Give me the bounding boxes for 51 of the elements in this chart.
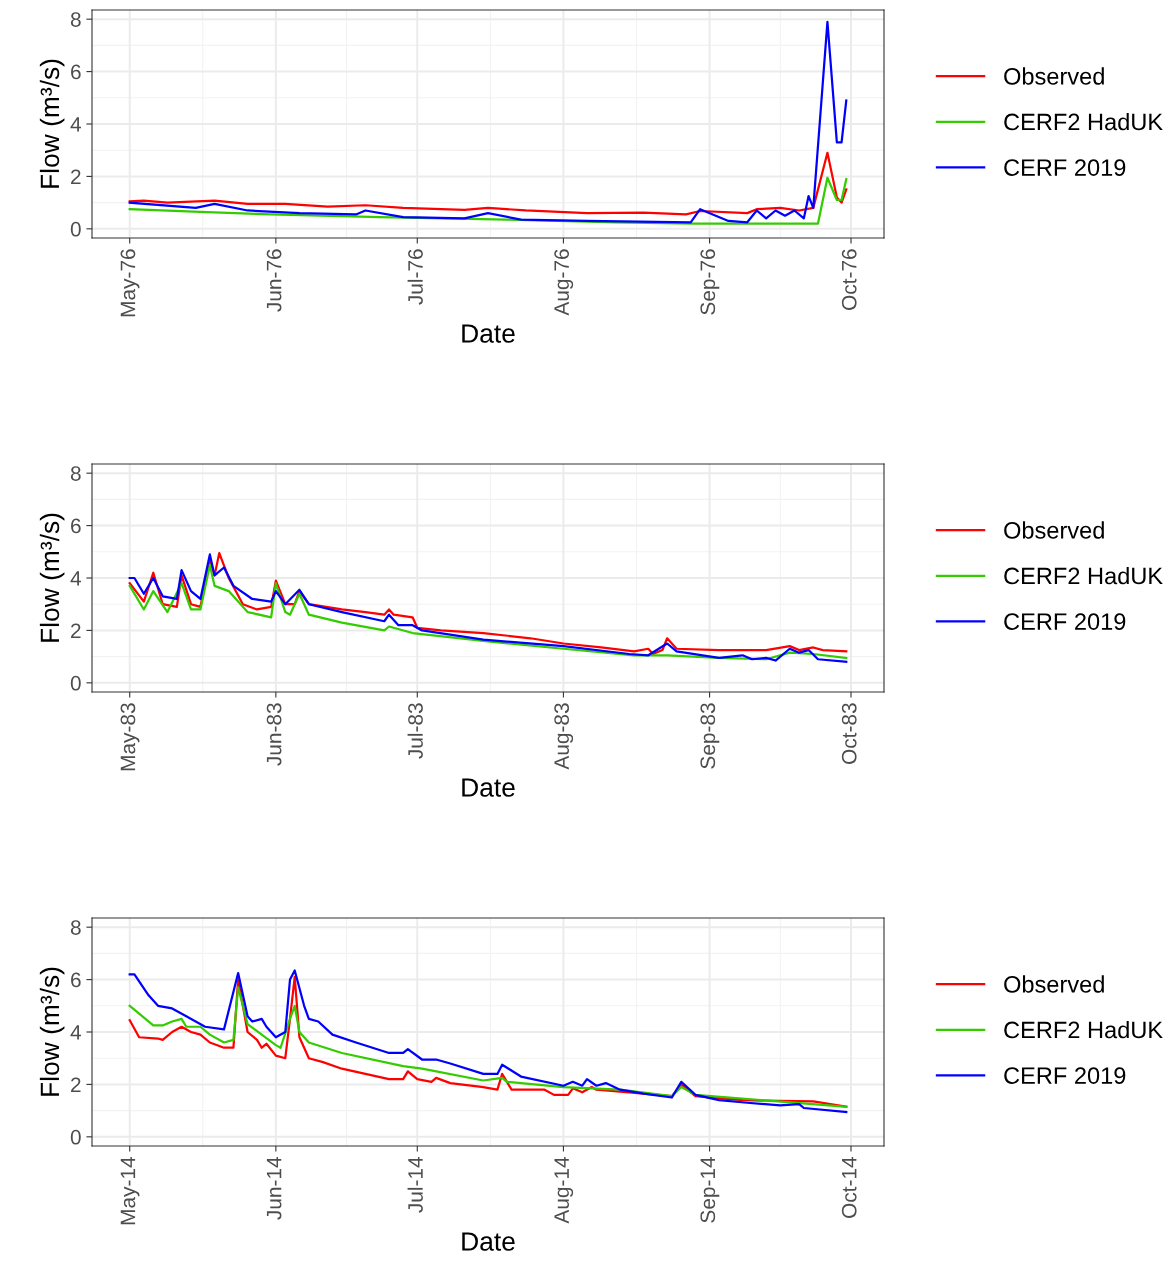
legend-label: CERF 2019 — [1004, 159, 1126, 176]
y-axis-title: Flow (m³/s) — [39, 967, 65, 1096]
y-tick-label: 8 — [70, 920, 81, 935]
y-tick-label: 6 — [71, 518, 81, 534]
x-tick-label: Jun-76 — [266, 249, 282, 312]
x-tick-label: Oct-83 — [841, 703, 857, 764]
y-tick-label: 4 — [70, 117, 81, 132]
y-axis-title: Flow (m³/s) — [39, 513, 65, 642]
legend-label: CERF 2019 — [1004, 1067, 1126, 1084]
x-tick-label: Oct-14 — [841, 1157, 857, 1218]
x-tick-label: Sep-83 — [700, 703, 720, 769]
x-tick-label: Jun-83 — [266, 703, 282, 766]
x-tick-label: Aug-83 — [554, 703, 574, 770]
x-tick-label: Jul-83 — [407, 703, 423, 759]
x-tick-label: Jul-14 — [407, 1157, 423, 1213]
legend-label: CERF2 HadUK — [1004, 113, 1163, 131]
line-series — [128, 176, 848, 225]
x-axis-title: Date — [462, 778, 515, 797]
x-tick-label: May-76 — [120, 249, 140, 317]
x-tick-label: Sep-14 — [700, 1157, 720, 1223]
legend-label: Observed — [1004, 67, 1104, 85]
y-tick-label: 6 — [71, 972, 81, 988]
line-series — [128, 20, 848, 224]
y-tick-label: 8 — [70, 12, 81, 27]
x-tick-label: Aug-76 — [554, 249, 574, 316]
y-tick-label: 2 — [71, 623, 81, 638]
y-tick-label: 0 — [70, 675, 81, 691]
x-tick-label: Oct-76 — [841, 249, 857, 310]
x-tick-label: Jun-14 — [266, 1157, 282, 1220]
x-tick-label: Jul-76 — [407, 249, 423, 305]
y-tick-label: 0 — [70, 221, 81, 237]
legend-label: Observed — [1004, 975, 1104, 993]
line-series — [128, 151, 848, 216]
x-tick-label: Aug-14 — [554, 1157, 574, 1224]
x-axis-title: Date — [462, 324, 515, 343]
y-tick-label: 4 — [70, 1025, 81, 1040]
y-tick-label: 6 — [71, 64, 81, 80]
y-tick-label: 2 — [71, 169, 81, 184]
legend-label: Observed — [1004, 521, 1104, 539]
y-tick-label: 8 — [70, 466, 81, 481]
legend-label: CERF2 HadUK — [1004, 1020, 1163, 1039]
y-tick-label: 0 — [70, 1129, 81, 1145]
x-axis-title: Date — [462, 1232, 515, 1251]
x-tick-label: May-83 — [120, 703, 140, 771]
y-axis-title: Flow (m³/s) — [39, 59, 65, 188]
y-tick-label: 2 — [71, 1077, 81, 1092]
x-tick-label: May-14 — [120, 1157, 140, 1225]
legend-label: CERF2 HadUK — [1004, 566, 1163, 585]
y-tick-label: 4 — [70, 571, 81, 586]
x-tick-label: Sep-76 — [700, 249, 720, 315]
legend-label: CERF 2019 — [1004, 613, 1126, 630]
